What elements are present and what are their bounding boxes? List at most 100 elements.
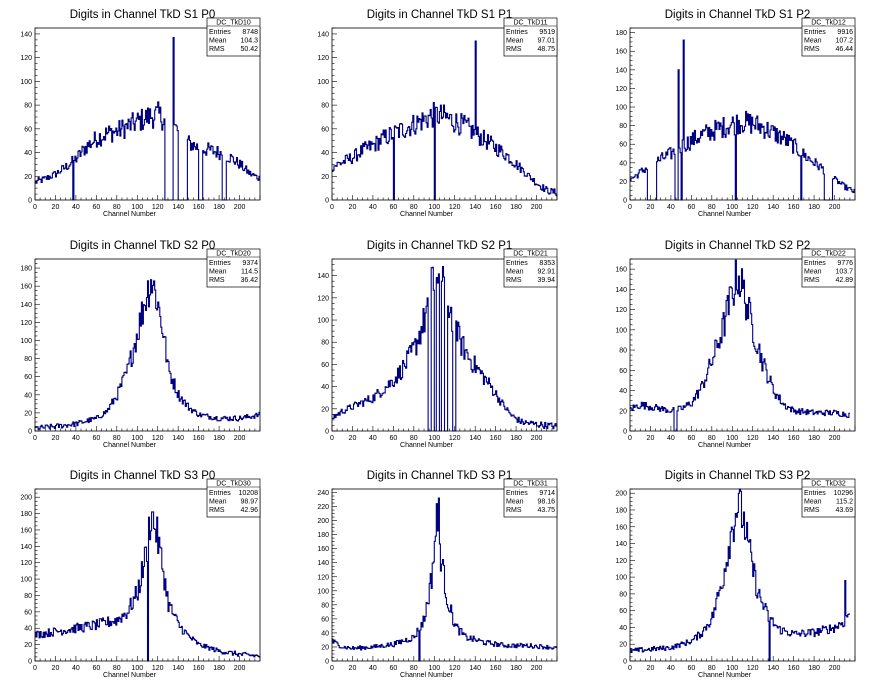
- x-tick-label: 80: [410, 665, 418, 672]
- x-tick-label: 60: [389, 665, 397, 672]
- y-tick-label: 120: [317, 574, 329, 581]
- stats-frame: [503, 478, 558, 518]
- stats-label-mean: Mean: [804, 269, 822, 276]
- y-tick-label: 140: [317, 560, 329, 567]
- x-tick-label: 180: [808, 665, 820, 672]
- x-axis-label: Channel Number: [103, 211, 157, 218]
- x-axis-label: Channel Number: [103, 442, 157, 449]
- x-tick-label: 60: [92, 204, 100, 211]
- x-tick-label: 20: [349, 204, 357, 211]
- y-tick-label: 140: [20, 544, 32, 551]
- y-tick-label: 60: [321, 362, 329, 369]
- x-axis-label: Channel Number: [103, 672, 157, 679]
- x-tick-label: 60: [92, 435, 100, 442]
- stats-frame: [206, 17, 261, 57]
- y-tick-label: 120: [20, 55, 32, 62]
- stats-label-mean: Mean: [506, 269, 524, 276]
- x-tick-label: 140: [172, 435, 184, 442]
- stats-label-entries: Entries: [804, 29, 826, 36]
- x-tick-label: 80: [708, 204, 716, 211]
- stats-value-rms: 36.42: [240, 277, 258, 284]
- y-tick-label: 0: [28, 659, 32, 666]
- y-tick-label: 100: [615, 327, 627, 334]
- stats-label-rms: RMS: [804, 507, 820, 514]
- y-tick-label: 60: [619, 608, 627, 615]
- x-tick-label: 140: [172, 204, 184, 211]
- x-tick-label: 120: [449, 665, 461, 672]
- x-axis: 0 20 40 60 80 100 120 140 160 180 200 Channel Numbe…: [628, 426, 856, 449]
- stats-box: DC_TkD11 Entries 9519 Mean 97.01 RMS 48.75: [503, 17, 558, 57]
- y-tick-label: 240: [317, 490, 329, 497]
- histogram-panel-7: Digits in Channel TkD S3 P0 0 20 40 60 80 100 1…: [20, 470, 261, 679]
- stats-label-rms: RMS: [209, 46, 225, 53]
- stats-frame: [503, 248, 558, 288]
- x-tick-label: 180: [510, 665, 522, 672]
- y-tick-label: 40: [619, 388, 627, 395]
- stats-name: DC_TkD11: [513, 20, 547, 27]
- y-tick-label: 20: [619, 179, 627, 186]
- stats-value-entries: 8748: [242, 29, 258, 36]
- histogram-line: [35, 36, 260, 201]
- stats-label-mean: Mean: [209, 499, 227, 506]
- stats-label-rms: RMS: [506, 507, 522, 514]
- x-tick-label: 40: [72, 204, 80, 211]
- x-axis: 0 20 40 60 80 100 120 140 160 180 200 Channel Numbe…: [330, 426, 558, 449]
- x-tick-label: 0: [628, 665, 632, 672]
- stats-box: DC_TkD20 Entries 9374 Mean 114.5 RMS 36.42: [206, 248, 261, 288]
- y-tick-label: 140: [615, 287, 627, 294]
- x-tick-label: 200: [234, 665, 246, 672]
- stats-value-entries: 8353: [539, 260, 555, 267]
- histogram-panel-5: Digits in Channel TkD S2 P1 0 20 40 60 80 100 1…: [317, 240, 558, 449]
- chart-title: Digits in Channel TkD S2 P2: [665, 240, 811, 252]
- x-tick-label: 160: [193, 204, 205, 211]
- stats-value-entries: 9374: [242, 260, 258, 267]
- x-tick-label: 40: [667, 435, 675, 442]
- x-tick-label: 120: [152, 435, 164, 442]
- y-tick-label: 60: [24, 126, 32, 133]
- y-tick-label: 0: [325, 659, 329, 666]
- y-tick-label: 100: [615, 105, 627, 112]
- x-tick-label: 200: [531, 665, 543, 672]
- x-tick-label: 40: [369, 665, 377, 672]
- x-tick-label: 100: [726, 204, 738, 211]
- stats-value-mean: 98.97: [240, 499, 258, 506]
- x-tick-label: 140: [767, 204, 779, 211]
- x-tick-label: 200: [829, 665, 841, 672]
- x-tick-label: 80: [410, 435, 418, 442]
- stats-label-entries: Entries: [804, 260, 826, 267]
- stats-value-rms: 50.42: [240, 46, 258, 53]
- x-tick-label: 60: [687, 435, 695, 442]
- x-axis-label: Channel Number: [400, 672, 454, 679]
- stats-name: DC_TkD30: [216, 481, 251, 488]
- y-tick-label: 200: [317, 518, 329, 525]
- y-tick-label: 40: [321, 630, 329, 637]
- y-tick-label: 0: [28, 198, 32, 205]
- y-tick-label: 180: [317, 532, 329, 539]
- y-tick-label: 20: [24, 410, 32, 417]
- x-tick-label: 0: [330, 435, 334, 442]
- y-tick-label: 160: [20, 284, 32, 291]
- y-tick-label: 0: [623, 198, 627, 205]
- x-tick-label: 180: [808, 204, 820, 211]
- chart-title: Digits in Channel TkD S2 P1: [367, 240, 513, 252]
- chart-title: Digits in Channel TkD S1 P2: [665, 9, 811, 21]
- y-tick-label: 80: [619, 348, 627, 355]
- x-axis: 0 20 40 60 80 100 120 140 160 180 200 Channel Numbe…: [33, 656, 261, 679]
- stats-value-mean: 98.16: [537, 499, 555, 506]
- stats-value-entries: 10296: [834, 490, 854, 497]
- y-axis: 0 20 40 60 80 100 120 140: [317, 258, 337, 436]
- y-tick-label: 100: [20, 79, 32, 86]
- x-tick-label: 140: [767, 665, 779, 672]
- y-tick-label: 100: [317, 318, 329, 325]
- x-tick-label: 120: [152, 665, 164, 672]
- stats-name: DC_TkD22: [811, 251, 846, 258]
- x-tick-label: 20: [349, 435, 357, 442]
- y-tick-label: 0: [623, 429, 627, 436]
- y-tick-label: 80: [321, 103, 329, 110]
- y-tick-label: 40: [24, 150, 32, 157]
- histogram-panel-2: Digits in Channel TkD S1 P1 0 20 40 60 80 100 1…: [317, 9, 558, 218]
- x-tick-label: 160: [490, 665, 502, 672]
- stats-value-entries: 10208: [239, 490, 259, 497]
- x-tick-label: 80: [113, 204, 121, 211]
- chart-title: Digits in Channel TkD S2 P0: [70, 240, 216, 252]
